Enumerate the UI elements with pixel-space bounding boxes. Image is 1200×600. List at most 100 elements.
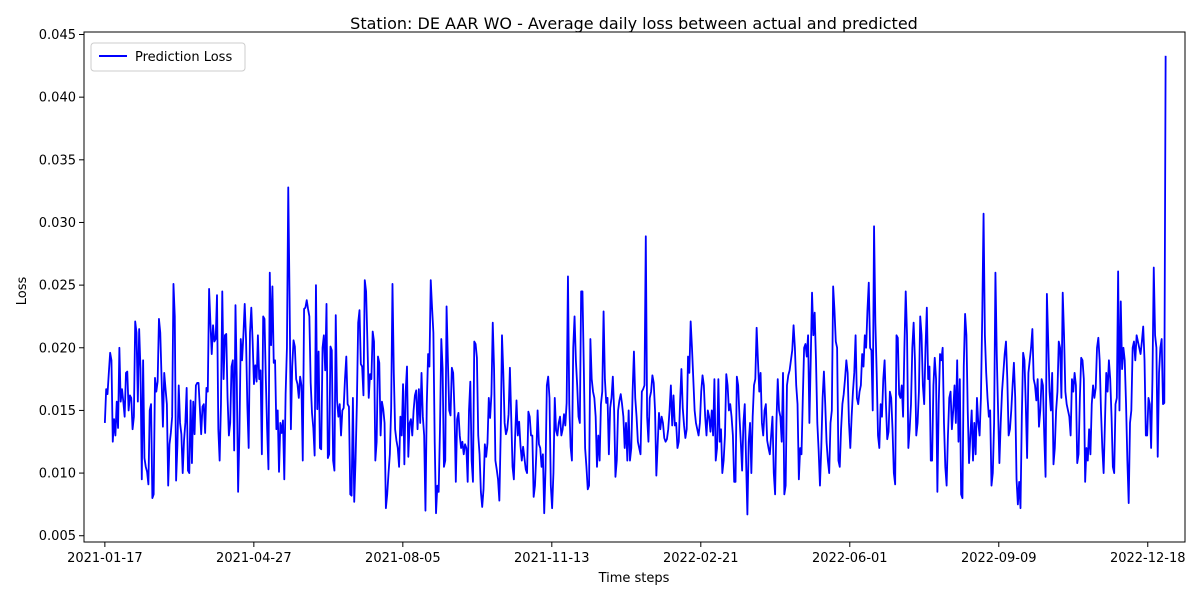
- line-point: [239, 432, 241, 434]
- line-point: [1119, 410, 1121, 412]
- line-point: [1018, 481, 1020, 483]
- line-point: [1046, 293, 1048, 295]
- line-point: [208, 288, 210, 290]
- line-point: [352, 397, 354, 399]
- line-point: [838, 460, 840, 462]
- line-point: [1026, 457, 1028, 459]
- line-point: [599, 460, 601, 462]
- line-point: [541, 466, 543, 468]
- line-point: [454, 410, 456, 412]
- line-point: [189, 472, 191, 474]
- line-point: [517, 435, 519, 437]
- line-point: [927, 378, 929, 380]
- line-point: [161, 378, 163, 380]
- line-point: [112, 441, 114, 443]
- line-point: [153, 494, 155, 496]
- line-point: [773, 472, 775, 474]
- line-point: [485, 456, 487, 458]
- line-point: [666, 438, 668, 440]
- line-point: [757, 360, 759, 362]
- line-point: [654, 410, 656, 412]
- line-point: [638, 447, 640, 449]
- line-point: [846, 360, 848, 362]
- line-point: [324, 370, 326, 372]
- line-point: [642, 388, 644, 390]
- line-point: [551, 507, 553, 509]
- y-tick-label: 0.025: [39, 279, 76, 294]
- line-point: [235, 304, 237, 306]
- line-point: [330, 346, 332, 348]
- line-point: [1132, 347, 1134, 349]
- line-point: [704, 416, 706, 418]
- line-point: [741, 470, 743, 472]
- line-point: [886, 438, 888, 440]
- line-point: [200, 433, 202, 435]
- line-point: [1094, 397, 1096, 399]
- line-point: [534, 485, 536, 487]
- line-point: [1102, 447, 1104, 449]
- line-point: [252, 341, 254, 343]
- line-point: [336, 400, 338, 402]
- line-point: [1115, 403, 1117, 405]
- line-point: [503, 372, 505, 374]
- line-point: [604, 378, 606, 380]
- line-point: [480, 491, 482, 493]
- line-point: [613, 410, 615, 412]
- line-point: [885, 403, 887, 405]
- line-point: [687, 356, 689, 358]
- line-point: [123, 401, 125, 403]
- line-point: [974, 422, 976, 424]
- line-point: [627, 460, 629, 462]
- line-point: [423, 435, 425, 437]
- line-point: [441, 338, 443, 340]
- line-point: [282, 420, 284, 422]
- line-point: [173, 283, 175, 285]
- line-point: [582, 291, 584, 293]
- line-point: [392, 283, 394, 285]
- line-point: [179, 422, 181, 424]
- line-point: [1017, 504, 1019, 506]
- line-point: [1013, 362, 1015, 364]
- line-point: [351, 495, 353, 497]
- line-point: [774, 494, 776, 496]
- line-point: [818, 450, 820, 452]
- line-point: [430, 279, 432, 281]
- line-point: [740, 441, 742, 443]
- line-point: [306, 299, 308, 301]
- line-point: [1069, 416, 1071, 418]
- line-point: [819, 485, 821, 487]
- line-point: [183, 440, 185, 442]
- line-point: [873, 225, 875, 227]
- line-point: [1131, 410, 1133, 412]
- line-point: [310, 382, 312, 384]
- line-point: [984, 334, 986, 336]
- line-point: [550, 485, 552, 487]
- line-point: [528, 411, 530, 413]
- line-point: [1072, 391, 1074, 393]
- line-point: [1136, 334, 1138, 336]
- line-point: [1062, 292, 1064, 294]
- line-point: [133, 416, 135, 418]
- line-point: [583, 366, 585, 368]
- legend-box: [90, 42, 246, 72]
- legend: Prediction Loss: [90, 42, 246, 72]
- line-point: [1164, 402, 1166, 404]
- line-point: [107, 393, 109, 395]
- line-point: [291, 366, 293, 368]
- line-point: [700, 391, 702, 393]
- line-point: [414, 395, 416, 397]
- line-point: [495, 460, 497, 462]
- line-point: [314, 455, 316, 457]
- line-point: [617, 410, 619, 412]
- line-point: [195, 385, 197, 387]
- line-point: [640, 453, 642, 455]
- line-point: [747, 514, 749, 516]
- line-point: [557, 435, 559, 437]
- line-point: [646, 416, 648, 418]
- line-point: [346, 356, 348, 358]
- line-point: [170, 432, 172, 434]
- line-point: [901, 385, 903, 387]
- line-point: [320, 448, 322, 450]
- line-point: [921, 334, 923, 336]
- line-point: [708, 416, 710, 418]
